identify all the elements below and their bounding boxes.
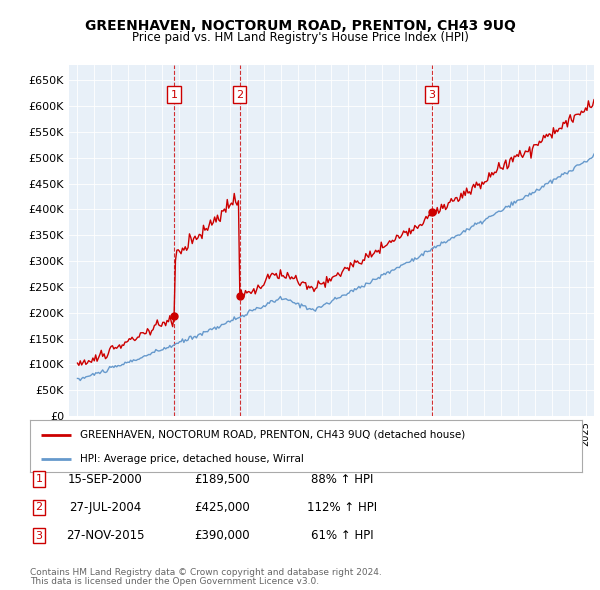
Text: £189,500: £189,500 [194, 473, 250, 486]
Text: 112% ↑ HPI: 112% ↑ HPI [307, 501, 377, 514]
Text: 2: 2 [236, 90, 243, 100]
Text: 88% ↑ HPI: 88% ↑ HPI [311, 473, 373, 486]
Text: Price paid vs. HM Land Registry's House Price Index (HPI): Price paid vs. HM Land Registry's House … [131, 31, 469, 44]
Text: GREENHAVEN, NOCTORUM ROAD, PRENTON, CH43 9UQ (detached house): GREENHAVEN, NOCTORUM ROAD, PRENTON, CH43… [80, 430, 465, 440]
Text: £390,000: £390,000 [194, 529, 250, 542]
Text: 2: 2 [35, 503, 43, 512]
Text: 1: 1 [35, 474, 43, 484]
Text: 61% ↑ HPI: 61% ↑ HPI [311, 529, 373, 542]
Text: HPI: Average price, detached house, Wirral: HPI: Average price, detached house, Wirr… [80, 454, 304, 464]
Text: 15-SEP-2000: 15-SEP-2000 [68, 473, 142, 486]
Text: This data is licensed under the Open Government Licence v3.0.: This data is licensed under the Open Gov… [30, 578, 319, 586]
Text: Contains HM Land Registry data © Crown copyright and database right 2024.: Contains HM Land Registry data © Crown c… [30, 568, 382, 577]
Text: £425,000: £425,000 [194, 501, 250, 514]
Text: 27-NOV-2015: 27-NOV-2015 [66, 529, 144, 542]
Text: 3: 3 [35, 531, 43, 540]
Text: GREENHAVEN, NOCTORUM ROAD, PRENTON, CH43 9UQ: GREENHAVEN, NOCTORUM ROAD, PRENTON, CH43… [85, 19, 515, 33]
Text: 3: 3 [428, 90, 435, 100]
Text: 27-JUL-2004: 27-JUL-2004 [69, 501, 141, 514]
Text: 1: 1 [170, 90, 178, 100]
